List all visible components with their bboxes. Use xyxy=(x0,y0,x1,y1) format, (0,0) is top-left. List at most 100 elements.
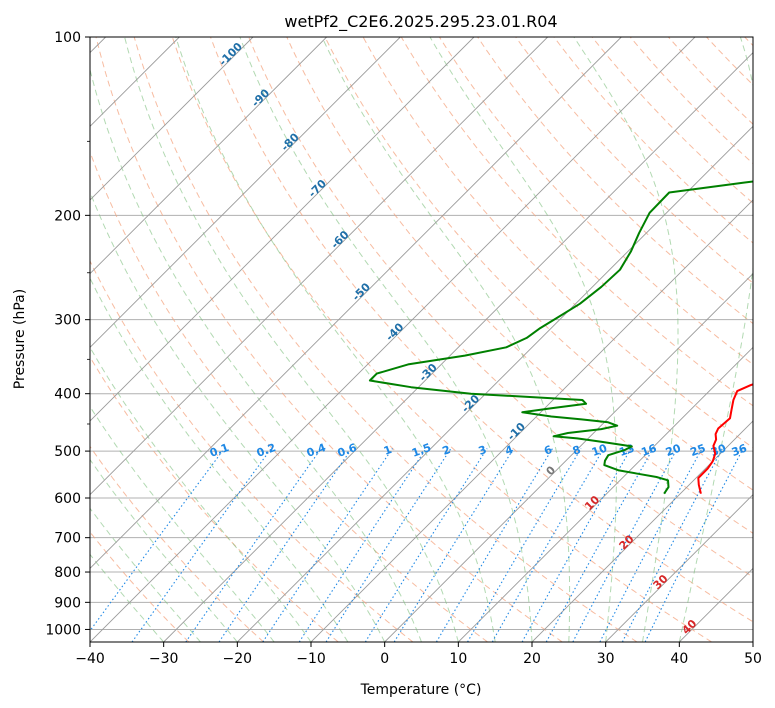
isotherm-line xyxy=(90,37,254,201)
mixing-ratio-line xyxy=(262,448,393,642)
moist-adiabat xyxy=(124,37,459,642)
x-tick-label: −10 xyxy=(296,651,326,667)
mixing-ratio-label: 25 xyxy=(689,442,708,459)
y-tick-label: 100 xyxy=(54,30,81,46)
x-axis-ticks: −40 −30 −20 −10 0 10 20 30 40 50 xyxy=(75,642,762,667)
dry-adiabat xyxy=(286,37,753,534)
moist-adiabat xyxy=(429,37,617,642)
dry-adiabat xyxy=(90,445,264,642)
y-tick-label: 400 xyxy=(54,387,81,403)
mixing-ratio-label: 0.2 xyxy=(255,441,278,460)
sounding-profiles xyxy=(368,180,753,495)
dry-adiabat xyxy=(248,37,753,578)
mixing-ratio-label: 4 xyxy=(503,443,515,458)
chart-title: wetPf2_C2E6.2025.295.23.01.R04 xyxy=(284,12,557,32)
mixing-ratio-line xyxy=(491,448,605,642)
mixing-ratio-labels: 0.1 0.2 0.4 0.6 1 1.5 2 3 4 6 8 10 13 16 20 25 30 36 xyxy=(208,441,749,460)
y-tick-label: 300 xyxy=(54,313,81,329)
mixing-ratio-line xyxy=(572,448,678,642)
moist-adiabat xyxy=(90,190,386,642)
isotherm-line xyxy=(90,37,475,422)
isotherm-line xyxy=(90,37,696,642)
moist-adiabat xyxy=(678,37,753,642)
mixing-ratio-label: 8 xyxy=(571,443,583,458)
plot-frame xyxy=(89,36,754,643)
x-tick-label: 10 xyxy=(449,651,467,667)
dry-adiabat xyxy=(171,37,712,642)
moist-adiabat xyxy=(90,405,275,642)
dry-adiabat xyxy=(515,37,753,284)
moist-adiabat xyxy=(573,37,679,642)
isotherm-line xyxy=(90,37,327,275)
dry-adiabat xyxy=(95,37,563,642)
mixing-ratio-label: 2 xyxy=(441,443,453,458)
mixing-ratio-label: 6 xyxy=(542,443,554,458)
mixing-ratio-label: 10 xyxy=(590,442,609,460)
y-tick-label: 900 xyxy=(54,595,81,611)
mixing-ratio-line xyxy=(644,448,744,642)
x-tick-label: −40 xyxy=(75,651,105,667)
moist-adiabat xyxy=(321,37,571,642)
isotherm-line xyxy=(310,199,753,642)
dry-adiabat xyxy=(90,259,414,642)
isotherm-line xyxy=(90,37,548,496)
isotherm-line xyxy=(531,420,753,642)
mixing-ratio-label: 16 xyxy=(640,442,659,460)
x-tick-label: 40 xyxy=(670,651,688,667)
x-tick-label: 50 xyxy=(744,651,762,667)
mixing-ratio-lines xyxy=(90,448,744,642)
x-tick-label: 30 xyxy=(597,651,615,667)
mixing-ratio-line xyxy=(599,448,703,642)
y-tick-label: 500 xyxy=(54,444,81,460)
isotherms xyxy=(90,37,753,642)
x-tick-label: −20 xyxy=(223,651,253,667)
isotherm-line xyxy=(458,346,753,642)
y-tick-label: 600 xyxy=(54,491,81,507)
mixing-ratio-line xyxy=(393,448,515,642)
moist-adiabat xyxy=(90,458,238,642)
mixing-ratio-label: 3 xyxy=(477,443,489,458)
y-tick-label: 200 xyxy=(54,208,81,224)
isotherm-line xyxy=(90,37,622,569)
isotherm-line xyxy=(90,37,401,348)
y-axis-label: Pressure (hPa) xyxy=(12,289,28,389)
dry-adiabat xyxy=(324,37,753,491)
moist-adiabat xyxy=(90,553,165,642)
isotherm-line xyxy=(384,273,753,642)
plot-area: -100-90-80-70-60-50-40-30-20-10010203040… xyxy=(90,37,753,642)
moist-adiabat xyxy=(90,67,422,642)
y-tick-label: 800 xyxy=(54,565,81,581)
moist-adiabat xyxy=(90,507,201,642)
moist-adiabat xyxy=(175,37,496,642)
moist-adiabat xyxy=(239,37,533,642)
mixing-ratio-line xyxy=(364,448,488,642)
isotherm-line xyxy=(605,494,753,642)
mixing-ratio-label: 0.6 xyxy=(336,441,359,460)
mixing-ratio-line xyxy=(298,448,427,642)
mixing-ratio-line xyxy=(325,448,452,642)
mixing-ratio-label: 20 xyxy=(664,442,683,460)
x-tick-label: 20 xyxy=(523,651,541,667)
mixing-ratio-label: 0.1 xyxy=(208,441,231,460)
mixing-ratio-line xyxy=(621,448,723,642)
y-tick-label: 1000 xyxy=(45,622,81,638)
isotherm-line xyxy=(163,52,753,642)
dry-adiabats xyxy=(90,37,753,642)
dewpoint-profile-line xyxy=(368,180,753,495)
mixing-ratio-line xyxy=(185,448,322,642)
temperature-profile-line xyxy=(697,383,753,494)
mixing-ratio-line xyxy=(218,448,353,642)
dry-adiabat xyxy=(133,37,638,642)
mixing-ratio-label: 0.4 xyxy=(305,441,328,460)
y-tick-label: 700 xyxy=(54,531,81,547)
moist-adiabats xyxy=(90,37,753,642)
isotherm-line xyxy=(237,125,753,642)
mixing-ratio-line xyxy=(90,448,225,632)
x-tick-label: −30 xyxy=(149,651,179,667)
y-axis-ticks: 100 200 300 400 500 600 700 800 900 1000 xyxy=(45,30,90,638)
mixing-ratio-line xyxy=(467,448,582,642)
mixing-ratio-line xyxy=(131,448,272,642)
mixing-ratio-label: 1 xyxy=(382,443,394,458)
